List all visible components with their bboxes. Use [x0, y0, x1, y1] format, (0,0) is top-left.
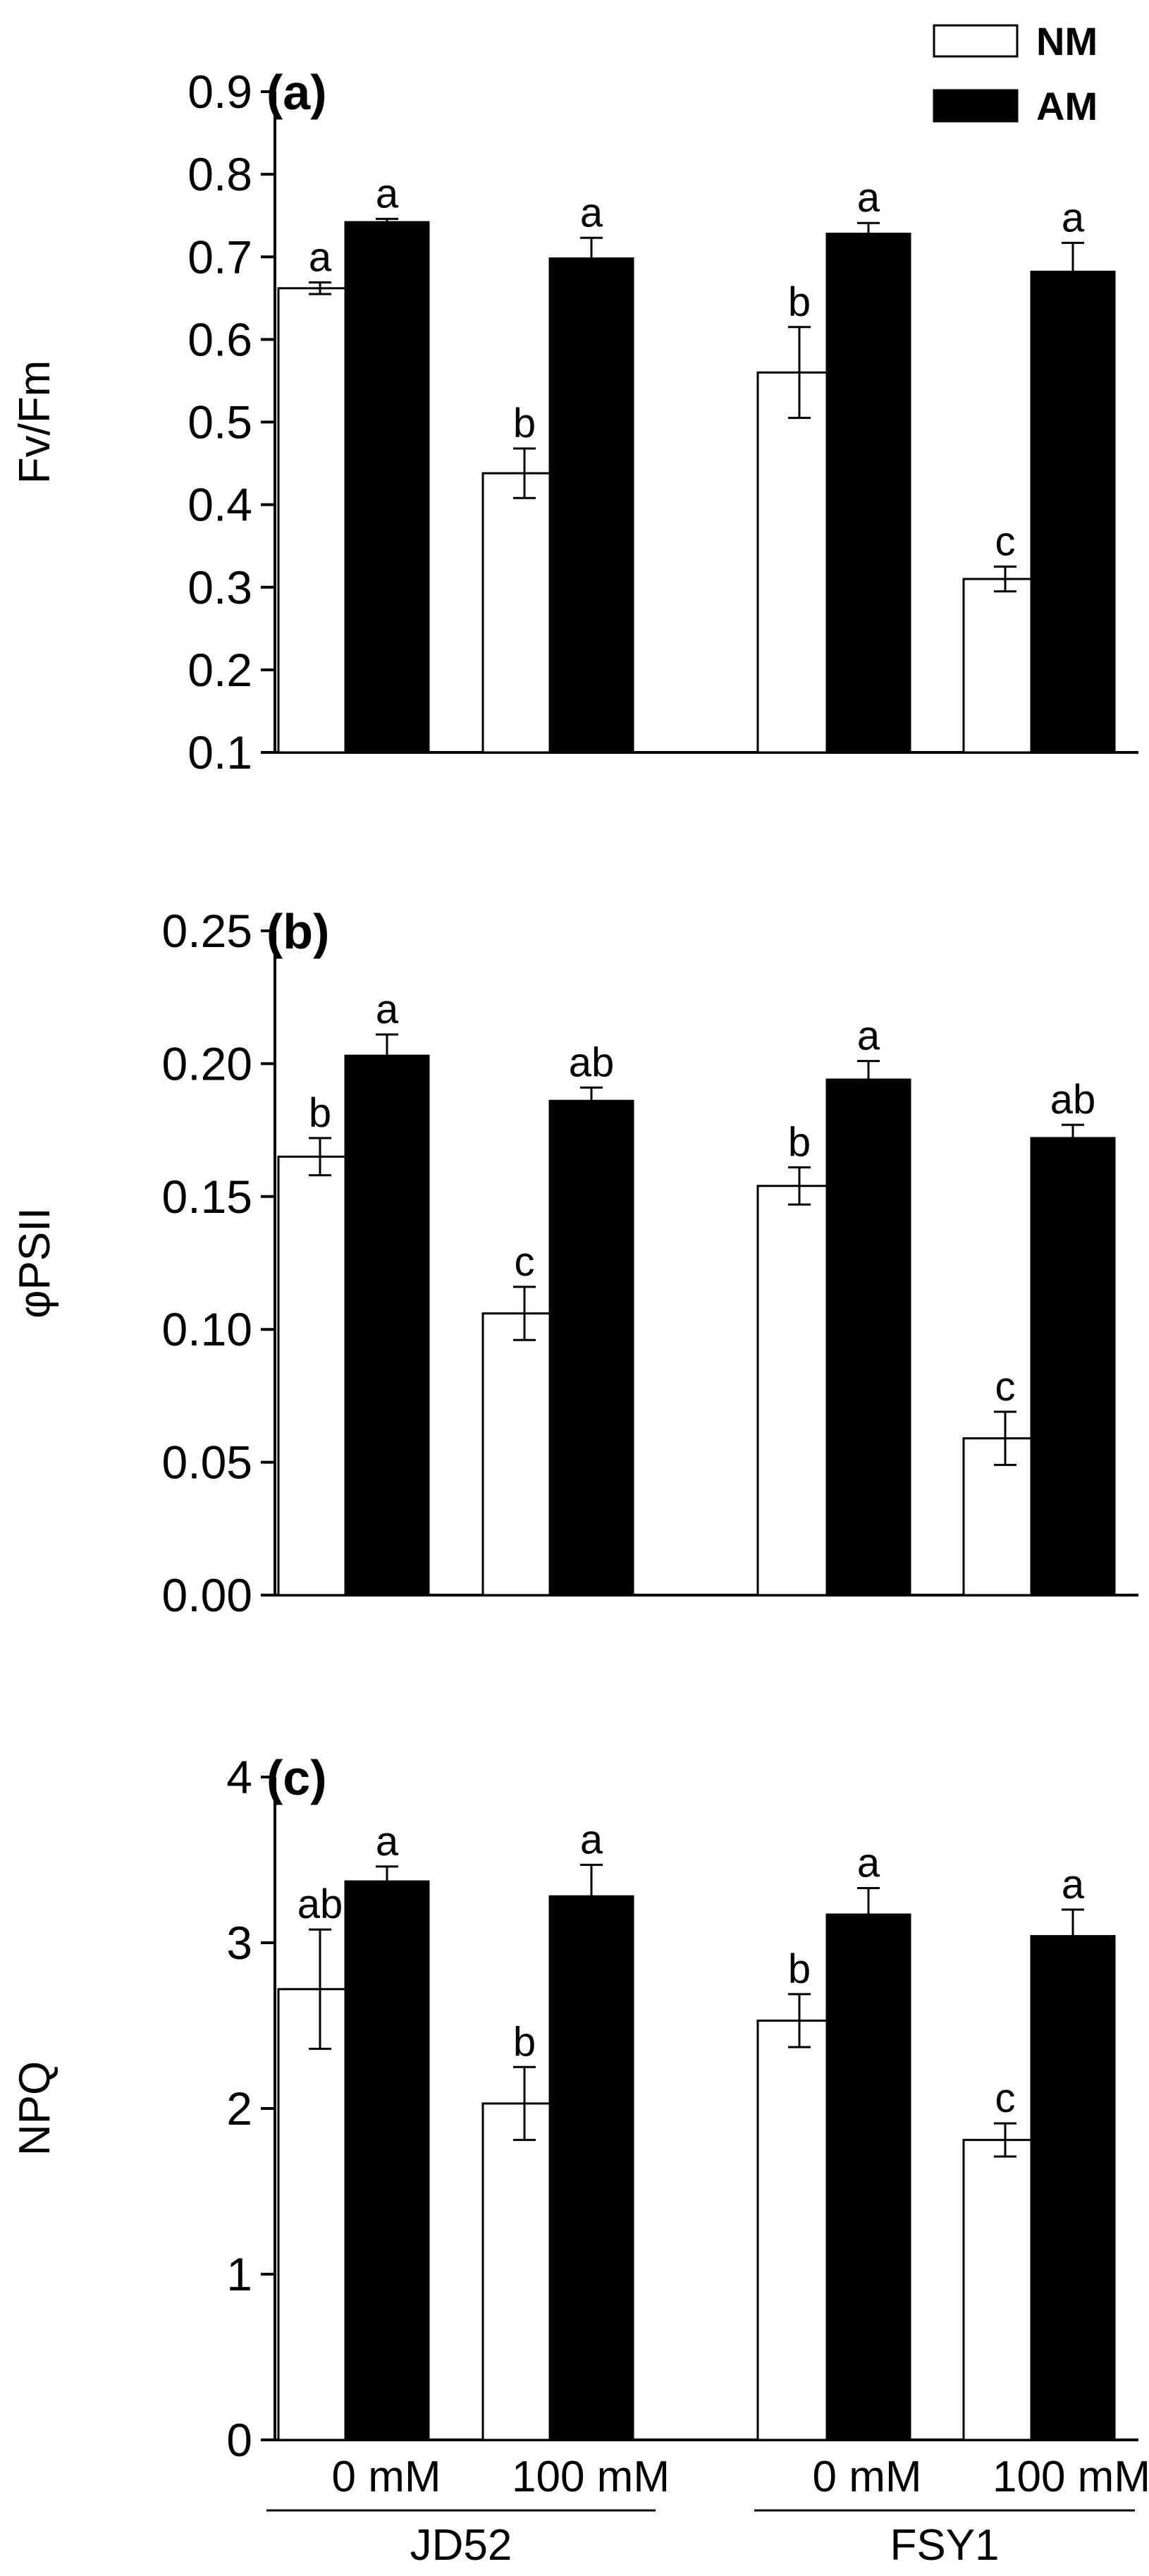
panel-a-y-tick-label: 0.8 — [188, 148, 252, 200]
panel-a-significance-label: a — [580, 190, 603, 236]
panel-c-y-tick-label: 2 — [226, 2082, 252, 2135]
panel-c-significance-label: a — [857, 1840, 880, 1886]
panel-c-y-tick-label: 0 — [226, 2414, 252, 2466]
panel-c-significance-label: a — [1062, 1862, 1085, 1907]
panel-b-significance-label: b — [309, 1090, 331, 1136]
panel-b-significance-label: ab — [569, 1039, 615, 1085]
panel-b-significance-label: a — [857, 1013, 880, 1059]
panel-a-bar-am — [548, 257, 634, 754]
panel-a-y-tick-label: 0.2 — [188, 644, 252, 696]
panel-b-y-tick-label: 0.25 — [162, 905, 252, 957]
panel-a-significance-label: b — [513, 401, 536, 446]
panel-c-significance-label: b — [513, 2019, 536, 2065]
panel-b-bar-am — [825, 1078, 911, 1597]
panel-c-bar-am — [548, 1895, 634, 2441]
legend-label-nm: NM — [1036, 19, 1098, 63]
panel-c-significance-label: c — [995, 2075, 1016, 2121]
panel-a-label: (a) — [266, 65, 327, 120]
panel-b-significance-label: b — [788, 1119, 811, 1165]
panel-b-bar-am — [548, 1099, 634, 1597]
panel-c-bar-am — [825, 1913, 911, 2441]
panel-b-significance-label: c — [995, 1364, 1016, 1410]
panel-a-significance-label: a — [376, 171, 399, 216]
panel-b-y-tick-label: 0.20 — [162, 1037, 252, 1089]
panel-a-y-tick-label: 0.7 — [188, 231, 252, 283]
panel-c-y-tick-label: 1 — [226, 2248, 252, 2300]
panel-a-significance-label: a — [857, 175, 880, 221]
panel-b-y-tick-label: 0.15 — [162, 1171, 252, 1223]
panel-a-significance-label: a — [1062, 195, 1085, 240]
panel-c-bar-am — [344, 1880, 430, 2441]
panel-c-significance-label: ab — [297, 1881, 343, 1927]
panel-c-significance-label: b — [788, 1946, 811, 1992]
panel-b-y-tick-label: 0.05 — [162, 1436, 252, 1489]
x-category-label: 100 mM — [512, 2453, 670, 2501]
panel-a-y-tick-label: 0.3 — [188, 561, 252, 614]
panel-a-bar-am — [825, 232, 911, 754]
panel-a-y-tick-label: 0.9 — [188, 66, 252, 118]
panel-b-bar-am — [1030, 1137, 1116, 1597]
x-category-label: 0 mM — [332, 2453, 441, 2501]
panel-b-y-axis-title: φPSII — [11, 1207, 59, 1318]
panel-b-y-tick-label: 0.10 — [162, 1303, 252, 1355]
panel-a-significance-label: a — [309, 235, 332, 281]
panel-b-significance-label: ab — [1050, 1077, 1096, 1123]
x-category-label: 0 mM — [813, 2453, 922, 2501]
panel-b-y-tick-label: 0.00 — [162, 1569, 252, 1621]
x-group-label: JD52 — [410, 2521, 512, 2570]
legend-label-am: AM — [1036, 84, 1098, 128]
panel-c-y-tick-label: 3 — [226, 1917, 252, 1969]
panel-c-significance-label: a — [580, 1817, 603, 1863]
panel-a-y-tick-label: 0.5 — [188, 396, 252, 448]
panel-a-y-tick-label: 0.4 — [188, 479, 252, 531]
panel-c-label: (c) — [266, 1750, 327, 1805]
panel-a-y-tick-label: 0.1 — [188, 726, 252, 779]
panel-c-y-tick-label: 4 — [226, 1751, 252, 1803]
panel-b-significance-label: c — [515, 1239, 535, 1285]
x-group-label: FSY1 — [890, 2521, 999, 2570]
panel-c-significance-label: a — [376, 1819, 399, 1864]
panel-c-y-axis-title: NPQ — [11, 2061, 59, 2156]
panel-a-bar-am — [1030, 270, 1116, 754]
panel-a-y-tick-label: 0.6 — [188, 313, 252, 365]
panel-b-bar-am — [344, 1054, 430, 1597]
panel-a-bar-am — [344, 221, 430, 754]
panel-c-bar-am — [1030, 1935, 1116, 2441]
panel-a-significance-label: b — [788, 279, 811, 325]
panel-a-y-axis-title: Fv/Fm — [11, 360, 59, 484]
legend-swatch-am — [933, 89, 1019, 123]
panel-a-significance-label: c — [995, 518, 1016, 564]
x-category-label: 100 mM — [993, 2453, 1149, 2501]
legend-swatch-nm — [933, 24, 1019, 58]
panel-b-significance-label: a — [376, 987, 399, 1032]
panel-b-label: (b) — [266, 904, 329, 959]
